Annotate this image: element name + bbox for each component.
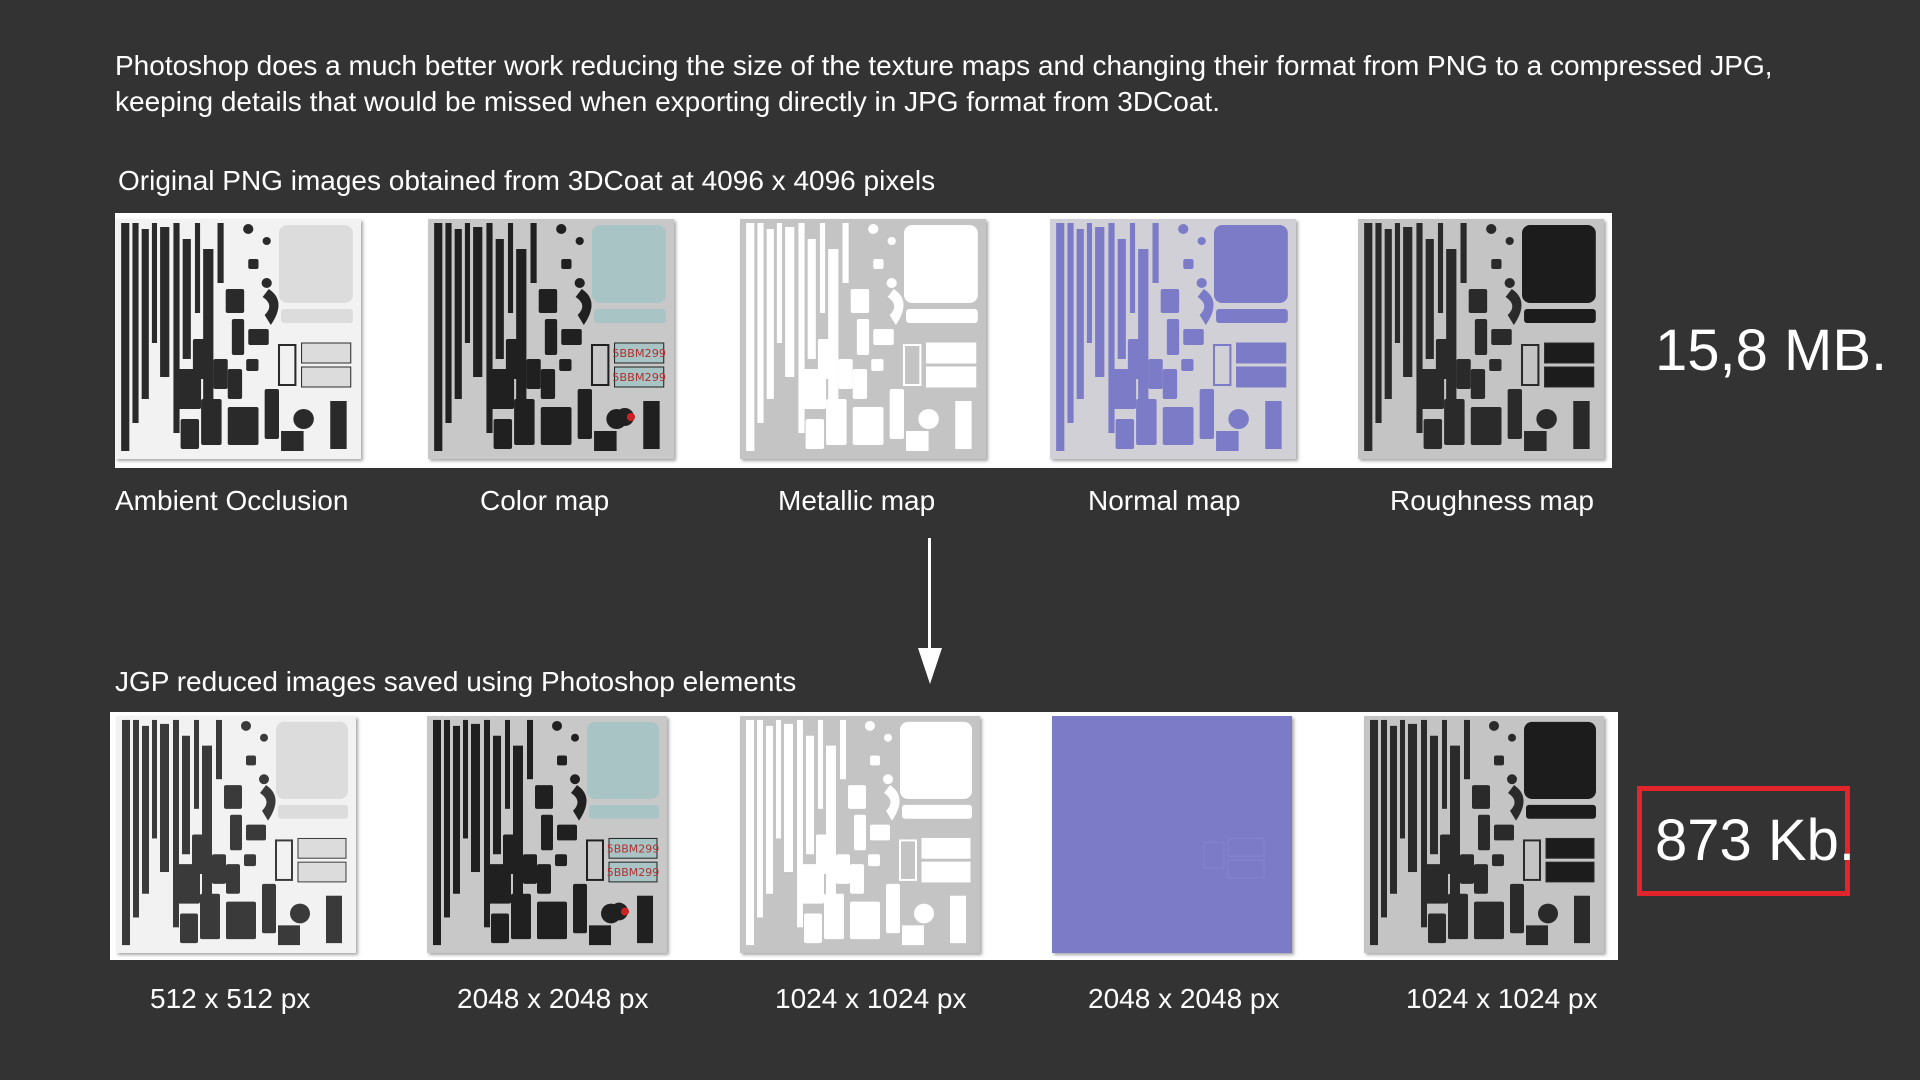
caption-reduced-size-5: 1024 x 1024 px xyxy=(1406,983,1598,1014)
caption-reduced-size-1: 512 x 512 px xyxy=(150,983,311,1014)
original-maps-strip: 5BBM299 5BBM299 xyxy=(115,213,1612,468)
caption-metallic-map: Metallic map xyxy=(778,485,936,516)
reduced-metallic-map-image xyxy=(740,716,980,953)
caption-reduced-size-4: 2048 x 2048 px xyxy=(1088,983,1280,1014)
reduced-heading: JGP reduced images saved using Photoshop… xyxy=(115,666,797,697)
svg-text:5BBM299: 5BBM299 xyxy=(607,842,660,855)
svg-text:5BBM299: 5BBM299 xyxy=(612,347,666,360)
svg-text:5BBM299: 5BBM299 xyxy=(607,866,660,879)
normal-map-image xyxy=(1050,219,1296,459)
svg-text:5BBM299: 5BBM299 xyxy=(612,371,666,384)
down-arrow-shaft xyxy=(928,538,931,658)
ambient-occlusion-map-image xyxy=(115,219,361,459)
caption-color-map: Color map xyxy=(480,485,610,516)
reduced-size-highlight-box xyxy=(1637,786,1850,896)
color-map-image: 5BBM299 5BBM299 xyxy=(428,219,674,459)
reduced-total-size: 873 Kb. xyxy=(1655,808,1855,873)
roughness-map-image xyxy=(1358,219,1604,459)
metallic-map-image xyxy=(740,219,986,459)
caption-ambient-occlusion: Ambient Occlusion xyxy=(115,485,349,516)
reduced-ambient-occlusion-image xyxy=(116,716,356,953)
down-arrow-icon xyxy=(918,648,942,684)
original-total-size: 15,8 MB. xyxy=(1655,318,1888,383)
original-heading: Original PNG images obtained from 3DCoat… xyxy=(118,165,936,196)
caption-roughness-map: Roughness map xyxy=(1390,485,1594,516)
intro-text: Photoshop does a much better work reduci… xyxy=(115,50,1773,117)
reduced-normal-map-image xyxy=(1052,716,1292,953)
caption-reduced-size-3: 1024 x 1024 px xyxy=(775,983,967,1014)
caption-normal-map: Normal map xyxy=(1088,485,1241,516)
caption-reduced-size-2: 2048 x 2048 px xyxy=(457,983,649,1014)
reduced-maps-strip: 5BBM299 5BBM299 xyxy=(110,712,1618,960)
reduced-roughness-map-image xyxy=(1364,716,1604,953)
reduced-color-map-image: 5BBM299 5BBM299 xyxy=(427,716,667,953)
